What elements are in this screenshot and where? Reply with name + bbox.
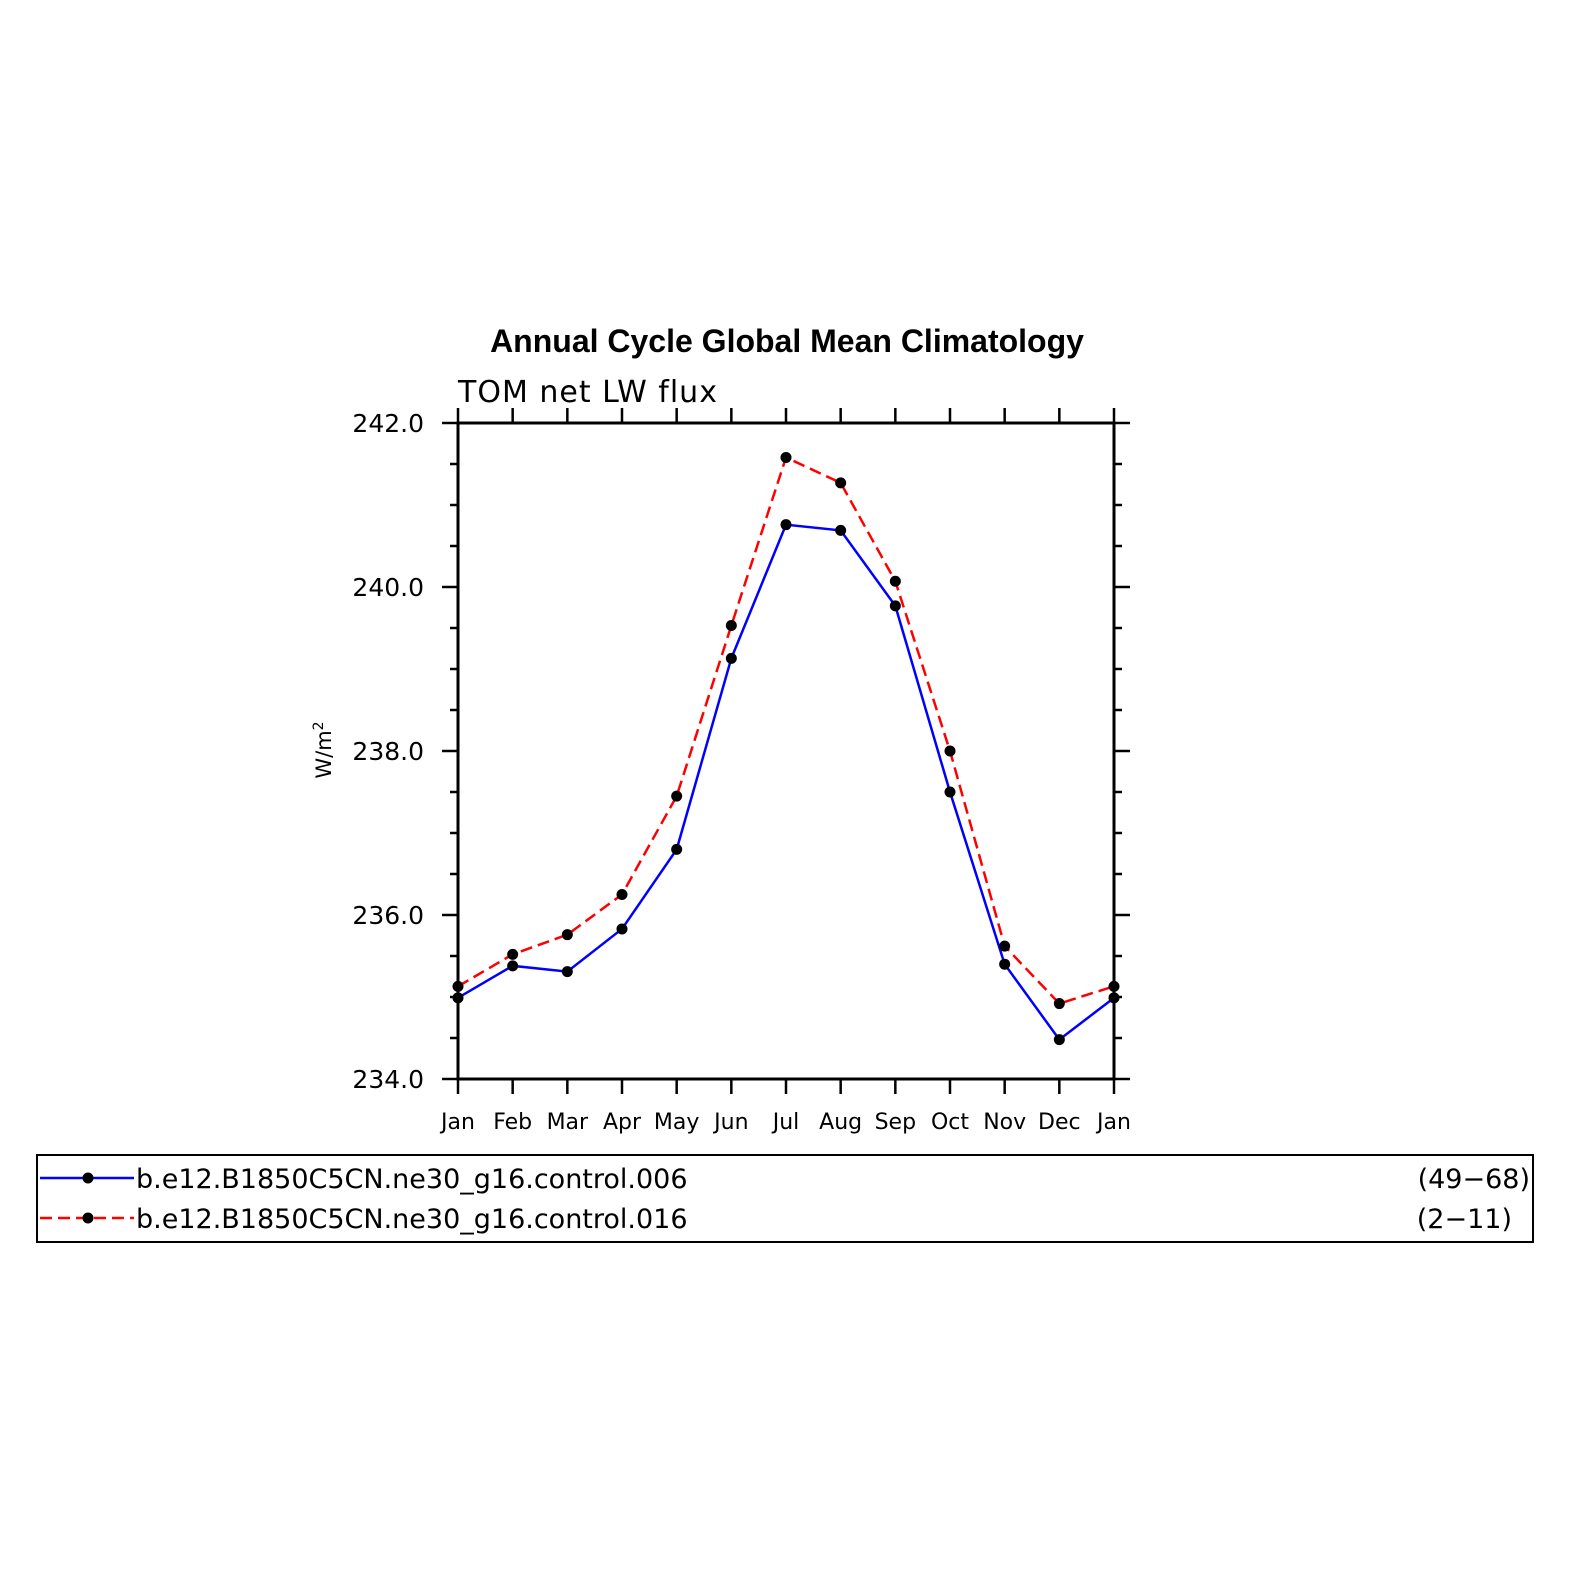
legend-label-0: b.e12.B1850C5CN.ne30_g16.control.006 bbox=[136, 1164, 688, 1195]
x-tick-label: Nov bbox=[983, 1110, 1026, 1135]
chart-subtitle: TOM net LW flux bbox=[457, 375, 718, 410]
x-tick-label: Aug bbox=[819, 1110, 862, 1135]
y-axis-label-superscript: 2 bbox=[311, 721, 327, 730]
data-point-series-1 bbox=[889, 575, 901, 587]
legend-years-1: (2−11) bbox=[1417, 1204, 1512, 1235]
data-point-series-1 bbox=[561, 929, 573, 941]
legend: b.e12.B1850C5CN.ne30_g16.control.006 (49−… bbox=[40, 1164, 1530, 1235]
data-point-series-1 bbox=[507, 948, 519, 960]
legend-years-0: (49−68) bbox=[1418, 1164, 1530, 1195]
legend-marker-0 bbox=[82, 1172, 94, 1184]
y-tick-labels: 234.0 236.0 238.0 240.0 242.0 bbox=[352, 409, 424, 1094]
legend-label-1: b.e12.B1850C5CN.ne30_g16.control.016 bbox=[136, 1204, 688, 1235]
legend-marker-1 bbox=[82, 1212, 94, 1224]
x-tick-label: Jun bbox=[712, 1110, 748, 1135]
data-point-series-1 bbox=[725, 620, 737, 632]
x-tick-label: Jan bbox=[439, 1110, 475, 1135]
legend-box bbox=[36, 1154, 1534, 1243]
data-point-series-0 bbox=[889, 600, 901, 612]
x-tick-label: Jul bbox=[771, 1110, 800, 1135]
y-tick-label: 236.0 bbox=[352, 901, 424, 930]
data-point-series-0 bbox=[561, 966, 573, 978]
data-point-series-0 bbox=[999, 958, 1011, 970]
x-tick-label: Apr bbox=[603, 1110, 642, 1135]
y-tick-label: 238.0 bbox=[352, 737, 424, 766]
data-point-series-0 bbox=[507, 960, 519, 972]
data-point-series-1 bbox=[835, 477, 847, 489]
x-tick-label: May bbox=[654, 1110, 699, 1135]
data-point-series-1 bbox=[671, 790, 683, 802]
y-tick-label: 240.0 bbox=[352, 573, 424, 602]
x-tick-label: Oct bbox=[931, 1110, 969, 1135]
data-point-series-0 bbox=[725, 652, 737, 664]
data-point-series-1 bbox=[780, 451, 792, 463]
y-tick-label: 234.0 bbox=[352, 1065, 424, 1094]
y-tick-label: 242.0 bbox=[352, 409, 424, 438]
svg-text:W/m2: W/m2 bbox=[311, 721, 336, 778]
data-point-series-0 bbox=[671, 843, 683, 855]
data-point-series-1 bbox=[999, 940, 1011, 952]
x-tick-label: Jan bbox=[1095, 1110, 1131, 1135]
series-line-0 bbox=[457, 523, 1115, 1042]
x-tick-label: Sep bbox=[875, 1110, 916, 1135]
axis-ticks bbox=[442, 408, 1130, 1094]
data-point-series-1 bbox=[616, 889, 628, 900]
data-point-series-0 bbox=[780, 519, 792, 531]
data-point-series-0 bbox=[1053, 1034, 1065, 1046]
data-point-series-1 bbox=[944, 745, 956, 757]
y-axis-label: W/m2 bbox=[311, 721, 336, 778]
data-point-series-1 bbox=[1053, 998, 1065, 1010]
series-layer bbox=[452, 451, 1120, 1046]
x-tick-label: Dec bbox=[1038, 1110, 1081, 1135]
data-point-series-0 bbox=[944, 786, 956, 798]
series-line-1 bbox=[457, 455, 1115, 1005]
x-tick-label: Feb bbox=[493, 1110, 532, 1135]
plot-frame bbox=[456, 421, 1116, 1081]
data-point-series-0 bbox=[835, 524, 847, 536]
chart-title: Annual Cycle Global Mean Climatology bbox=[490, 323, 1084, 359]
x-tick-label: Mar bbox=[547, 1110, 589, 1135]
x-tick-labels: Jan Feb Mar Apr May Jun Jul Aug Sep Oct Nov Dec Jan bbox=[439, 1110, 1131, 1135]
y-axis-label-text: W/m bbox=[312, 730, 336, 778]
data-point-series-0 bbox=[616, 923, 628, 935]
